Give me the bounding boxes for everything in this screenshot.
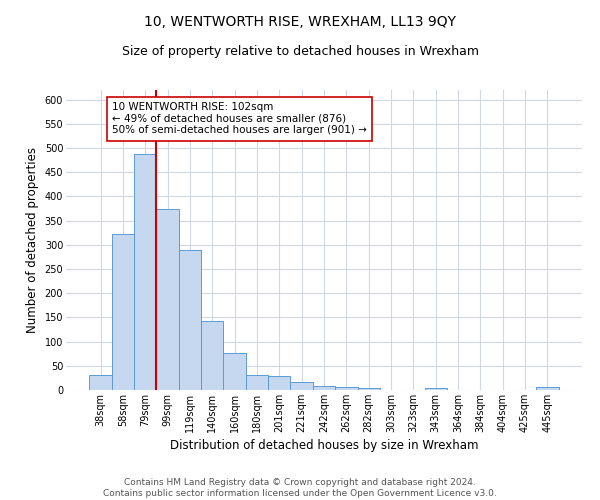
Text: Contains HM Land Registry data © Crown copyright and database right 2024.
Contai: Contains HM Land Registry data © Crown c… bbox=[103, 478, 497, 498]
Bar bbox=[268, 376, 290, 390]
Bar bbox=[335, 387, 358, 390]
Y-axis label: Number of detached properties: Number of detached properties bbox=[26, 147, 39, 333]
Text: 10 WENTWORTH RISE: 102sqm
← 49% of detached houses are smaller (876)
50% of semi: 10 WENTWORTH RISE: 102sqm ← 49% of detac… bbox=[112, 102, 367, 136]
Bar bbox=[134, 154, 157, 390]
Bar bbox=[425, 388, 447, 390]
Bar bbox=[223, 353, 246, 390]
X-axis label: Distribution of detached houses by size in Wrexham: Distribution of detached houses by size … bbox=[170, 439, 478, 452]
Bar bbox=[179, 250, 201, 390]
Bar bbox=[536, 387, 559, 390]
Bar bbox=[358, 388, 380, 390]
Text: Size of property relative to detached houses in Wrexham: Size of property relative to detached ho… bbox=[121, 45, 479, 58]
Bar bbox=[246, 374, 268, 390]
Text: 10, WENTWORTH RISE, WREXHAM, LL13 9QY: 10, WENTWORTH RISE, WREXHAM, LL13 9QY bbox=[144, 15, 456, 29]
Bar bbox=[157, 208, 179, 390]
Bar bbox=[112, 234, 134, 390]
Bar bbox=[201, 322, 223, 390]
Bar bbox=[313, 386, 335, 390]
Bar bbox=[290, 382, 313, 390]
Bar bbox=[89, 374, 112, 390]
